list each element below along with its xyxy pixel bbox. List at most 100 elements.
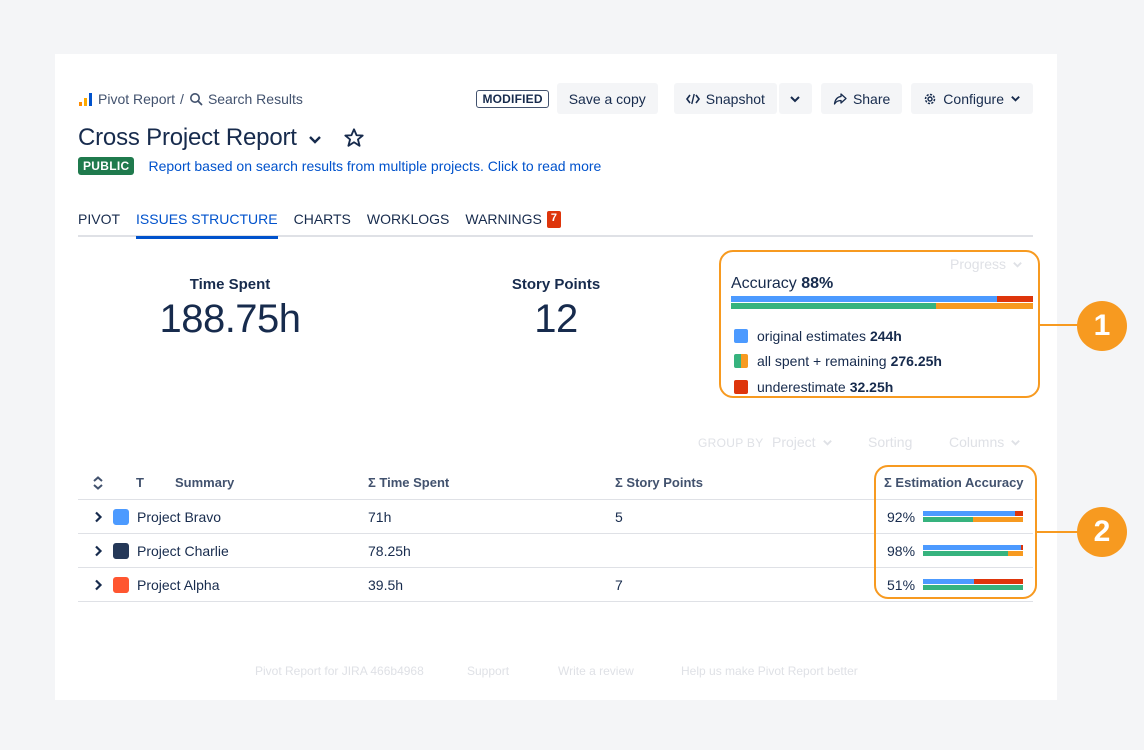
modified-badge: MODIFIED	[476, 89, 549, 108]
columns-label: Columns	[949, 434, 1005, 450]
table-row[interactable]: Project Charlie 78.25h 98%	[78, 534, 1033, 568]
expand-row-icon[interactable]	[92, 500, 104, 533]
toolbar: MODIFIED Save a copy Snapshot Share Conf…	[476, 83, 1033, 114]
chevron-down-icon	[822, 439, 832, 446]
expand-collapse-all-icon[interactable]	[92, 466, 104, 499]
stat-label: Story Points	[511, 276, 601, 293]
group-by-value: Project	[772, 434, 816, 450]
snapshot-dropdown-button[interactable]	[778, 83, 812, 114]
table-row[interactable]: Project Bravo 71h 5 92%	[78, 500, 1033, 534]
accuracy-value: 88%	[801, 275, 834, 292]
cell-accuracy-bars	[923, 500, 1023, 533]
description-link[interactable]: Report based on search results from mult…	[148, 158, 602, 174]
configure-label: Configure	[943, 90, 1004, 107]
breadcrumb: Pivot Report / Search Results	[79, 91, 303, 107]
callout-badge-2: 2	[1077, 507, 1127, 557]
project-row-label[interactable]: Project Charlie	[113, 534, 229, 567]
chevron-down-icon	[1011, 439, 1021, 446]
table-body: Project Bravo 71h 5 92% Project Charlie …	[78, 500, 1033, 602]
project-name: Project Charlie	[137, 542, 229, 559]
bar-segment-under	[1021, 545, 1023, 550]
visibility-row: PUBLIC Report based on search results fr…	[78, 157, 601, 175]
bar-segment-remaining	[936, 303, 1033, 309]
bar-segment-under	[1015, 511, 1023, 516]
expand-row-icon[interactable]	[92, 568, 104, 601]
stat-time-spent: Time Spent 188.75h	[150, 276, 310, 342]
search-icon	[189, 93, 203, 106]
accuracy-title: Accuracy 88%	[731, 275, 833, 293]
callout-badge-1: 1	[1077, 301, 1127, 351]
bar-segment-remaining	[973, 517, 1023, 522]
project-avatar-icon	[113, 576, 129, 593]
warnings-count-badge: 7	[546, 211, 561, 228]
tab-bar: PIVOT ISSUES STRUCTURE CHARTS WORKLOGS W…	[78, 209, 1033, 239]
snapshot-button[interactable]: Snapshot	[673, 83, 777, 114]
project-row-label[interactable]: Project Bravo	[113, 500, 221, 533]
breadcrumb-root-link[interactable]: Pivot Report	[98, 91, 176, 107]
project-row-label[interactable]: Project Alpha	[113, 568, 220, 601]
pivot-report-logo-icon	[79, 92, 92, 106]
cell-accuracy-value: 92%	[887, 508, 916, 525]
bar-segment-spent	[923, 517, 973, 522]
legend-text: underestimate	[757, 378, 846, 395]
tab-warnings[interactable]: WARNINGS 7	[465, 209, 561, 237]
tab-label: CHARTS	[293, 211, 351, 227]
stat-value: 188.75h	[159, 297, 301, 341]
breadcrumb-current-link[interactable]: Search Results	[207, 91, 303, 107]
legend-value: 244h	[869, 327, 902, 344]
tab-label: WORKLOGS	[366, 211, 450, 227]
header-story-points[interactable]: Σ Story Points	[615, 475, 703, 490]
chevron-down-icon[interactable]	[307, 132, 323, 148]
legend-value: 32.25h	[849, 378, 894, 395]
save-copy-button[interactable]: Save a copy	[556, 83, 658, 114]
bar-segment-under	[974, 579, 1023, 584]
sorting-label: Sorting	[868, 434, 913, 450]
table-row[interactable]: Project Alpha 39.5h 7 51%	[78, 568, 1033, 602]
project-name: Project Alpha	[137, 576, 220, 593]
expand-row-icon[interactable]	[92, 534, 104, 567]
bar-segment-original	[923, 579, 974, 584]
callout-connector	[1040, 324, 1078, 326]
bar-segment-original	[731, 296, 997, 302]
group-by-label: GROUP BY	[698, 436, 764, 450]
tab-worklogs[interactable]: WORKLOGS	[367, 209, 449, 237]
share-button[interactable]: Share	[820, 83, 903, 114]
callout-connector	[1037, 531, 1078, 533]
header-summary[interactable]: Summary	[175, 475, 235, 490]
tab-pivot[interactable]: PIVOT	[78, 209, 120, 237]
project-name: Project Bravo	[137, 508, 222, 525]
public-badge: PUBLIC	[78, 157, 135, 175]
legend-item-spent-remaining: all spent + remaining 276.25h	[734, 349, 942, 375]
header-estimation-accuracy[interactable]: Σ Estimation Accuracy	[884, 475, 1024, 490]
tab-issues-structure[interactable]: ISSUES STRUCTURE	[136, 209, 278, 239]
legend-text: all spent + remaining	[757, 353, 887, 370]
footer-review-link[interactable]: Write a review	[558, 664, 634, 678]
star-icon[interactable]	[343, 127, 365, 149]
table-header: T Summary Σ Time Spent Σ Story Points Σ …	[78, 466, 1033, 500]
legend-item-original: original estimates 244h	[734, 323, 942, 349]
footer-support-link[interactable]: Support	[467, 664, 510, 678]
columns-select[interactable]: Columns	[949, 434, 1021, 450]
accuracy-highlight-frame	[719, 250, 1040, 398]
save-copy-label: Save a copy	[568, 90, 646, 107]
progress-selector[interactable]: Progress	[950, 256, 1023, 272]
tab-label: ISSUES STRUCTURE	[136, 211, 278, 227]
accuracy-bar-estimates	[731, 296, 1033, 302]
sorting-button[interactable]: Sorting	[868, 434, 912, 450]
cell-time-spent: 71h	[368, 508, 392, 525]
share-label: Share	[852, 90, 891, 107]
title-row: Cross Project Report	[78, 124, 365, 152]
code-icon	[685, 93, 700, 104]
report-card	[55, 54, 1057, 700]
share-icon	[833, 92, 847, 105]
chevron-down-icon	[1011, 96, 1020, 102]
group-by-select[interactable]: Project	[772, 434, 833, 450]
header-type[interactable]: T	[136, 475, 144, 490]
bar-segment-spent	[923, 585, 1023, 590]
header-time-spent[interactable]: Σ Time Spent	[368, 475, 450, 490]
stat-story-points: Story Points 12	[476, 276, 636, 342]
footer-feedback-link[interactable]: Help us make Pivot Report better	[681, 664, 858, 678]
tab-charts[interactable]: CHARTS	[294, 209, 351, 237]
configure-button[interactable]: Configure	[911, 83, 1033, 114]
cell-accuracy-bars	[923, 534, 1023, 567]
